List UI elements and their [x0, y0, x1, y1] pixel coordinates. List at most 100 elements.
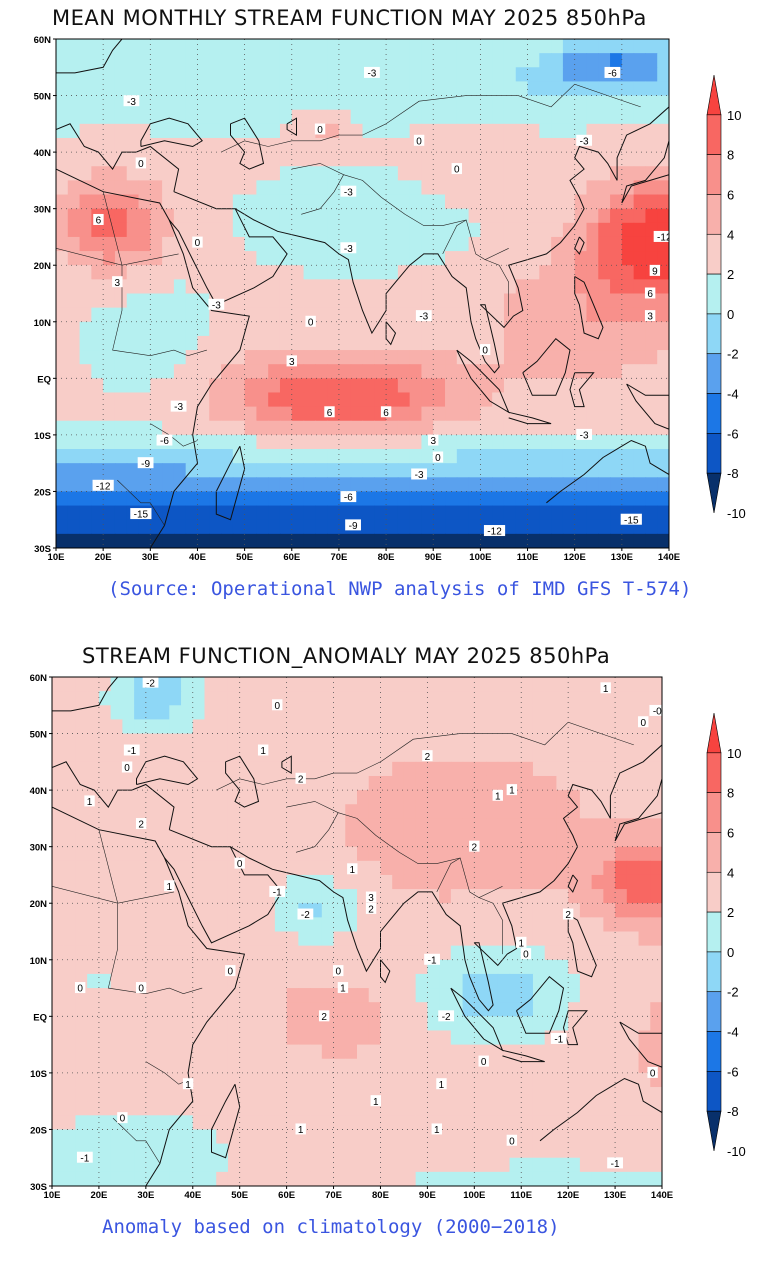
contour-label: -9 [349, 521, 358, 532]
contour-label: 2 [321, 1012, 327, 1023]
colorbar-segment [706, 991, 722, 1032]
contour-label: 1 [260, 746, 266, 757]
colorbar-segment [706, 1031, 722, 1072]
contour-label: 0 [308, 317, 314, 328]
colorbar-segment [706, 313, 722, 355]
colorbar-label: 0 [727, 945, 734, 960]
colorbar-segment [706, 353, 722, 394]
contour-label: 2 [138, 820, 144, 831]
lat-tick-label: 50N [34, 92, 52, 103]
colorbar-segment [706, 792, 722, 833]
contour-label: 6 [96, 216, 102, 227]
contour-label: 0 [523, 950, 529, 961]
colorbar-label: 6 [727, 825, 734, 840]
lat-tick-label: 30N [34, 205, 52, 216]
colorbar-segment [706, 194, 722, 235]
lon-tick-label: 140E [658, 552, 680, 563]
lon-tick-label: 100E [463, 1190, 485, 1201]
panel1-contours: -3 -6 -3 0 0 -3 0 0 6 -3 0 -3 3 -3 -3 0 0 3 -3 6 6 -6 3 -3 0 -9 -3… [56, 39, 672, 548]
panel1-title: MEAN MONTHLY STREAM FUNCTION MAY 2025 85… [52, 6, 647, 30]
contour-label: 0 [454, 165, 460, 176]
panel1-gridlines [56, 39, 669, 548]
panel2-frame [51, 676, 663, 1187]
lat-tick-label: 40N [30, 786, 48, 797]
lon-tick-label: 60E [283, 552, 300, 563]
contour-label: -6 [160, 436, 169, 447]
lon-tick-label: 130E [611, 552, 633, 563]
colorbar-label: -10 [727, 1144, 746, 1159]
contour-label: 0 [435, 453, 441, 464]
contour-label: 3 [289, 357, 295, 368]
lat-tick-label: 20S [30, 1125, 47, 1136]
lon-tick-label: 50E [236, 552, 253, 563]
contour-label: -3 [367, 69, 376, 80]
contour-label: 0 [650, 1068, 656, 1079]
contour-label: 3 [115, 278, 121, 289]
contour-label: -15 [134, 510, 149, 521]
lon-tick-label: 10E [44, 1190, 61, 1201]
contour-label: -6 [608, 69, 617, 80]
colorbar-segment [706, 114, 722, 155]
contour-label: 3 [647, 312, 653, 323]
lon-tick-label: 10E [48, 552, 65, 563]
colorbar-segment [706, 712, 722, 754]
contour-label: -3 [127, 97, 136, 108]
contour-label: 0 [195, 238, 201, 249]
contour-label: 1 [87, 797, 93, 808]
lon-tick-label: 120E [557, 1190, 579, 1201]
contour-label: -9 [141, 459, 150, 470]
lon-tick-label: 100E [469, 552, 491, 563]
contour-label: -12 [657, 233, 672, 244]
lat-tick-label: 30S [30, 1182, 47, 1193]
contour-label: -12 [96, 481, 111, 492]
contour-label: 0 [138, 159, 144, 170]
panel1-caption: (Source: Operational NWP analysis of IMD… [108, 578, 692, 600]
panel1-axes: 10E 20E 30E 40E 50E 60E 70E 80E 90E 100E 110E 120E 1… [34, 35, 681, 563]
colorbar-segment [706, 871, 722, 913]
contour-label: -1 [611, 1159, 620, 1170]
lon-tick-label: 30E [137, 1190, 154, 1201]
lon-tick-label: 140E [651, 1190, 673, 1201]
colorbar-label: 6 [727, 187, 734, 202]
lat-tick-label: 50N [30, 730, 48, 741]
colorbar-label: -8 [727, 466, 739, 481]
colorbar-label: 10 [727, 746, 741, 761]
contour-label: 0 [640, 718, 646, 729]
contour-label: -0 [653, 707, 662, 718]
contour-label: -2 [146, 678, 155, 689]
contour-label: 1 [509, 786, 515, 797]
colorbar-label: 0 [727, 307, 734, 322]
lon-tick-label: 80E [378, 552, 395, 563]
contour-label: 0 [120, 1114, 126, 1125]
contour-label: 1 [439, 1080, 445, 1091]
contour-label: 1 [373, 1097, 379, 1108]
lat-tick-label: 60N [34, 35, 52, 46]
colorbar-segment [706, 911, 722, 953]
colorbar-segment [706, 951, 722, 993]
colorbar-label: 2 [727, 905, 734, 920]
contour-label: 1 [167, 882, 173, 893]
lat-tick-label: 40N [34, 148, 52, 159]
lon-tick-label: 60E [278, 1190, 295, 1201]
colorbar-label: -4 [727, 1025, 739, 1040]
contour-label: 0 [509, 1136, 515, 1147]
contour-label: 1 [350, 865, 356, 876]
lat-tick-label: 10N [34, 318, 52, 329]
colorbar-label: -10 [727, 506, 746, 521]
lat-tick-label: EQ [37, 374, 51, 385]
colorbar-segment [706, 393, 722, 434]
contour-label: 2 [472, 842, 478, 853]
lat-tick-label: 30N [30, 843, 48, 854]
contour-label: 2 [565, 910, 571, 921]
contour-label: 6 [647, 289, 653, 300]
panel2-title: STREAM FUNCTION_ANOMALY MAY 2025 850hPa [82, 644, 611, 668]
contour-label: 1 [434, 1125, 440, 1136]
contour-label: 0 [228, 967, 234, 978]
contour-label: -3 [419, 312, 428, 323]
lat-tick-label: 60N [30, 673, 48, 684]
lon-tick-label: 70E [325, 1190, 342, 1201]
contour-label: 2 [298, 774, 304, 785]
lon-tick-label: 110E [510, 1190, 532, 1201]
contour-label: 6 [383, 408, 389, 419]
